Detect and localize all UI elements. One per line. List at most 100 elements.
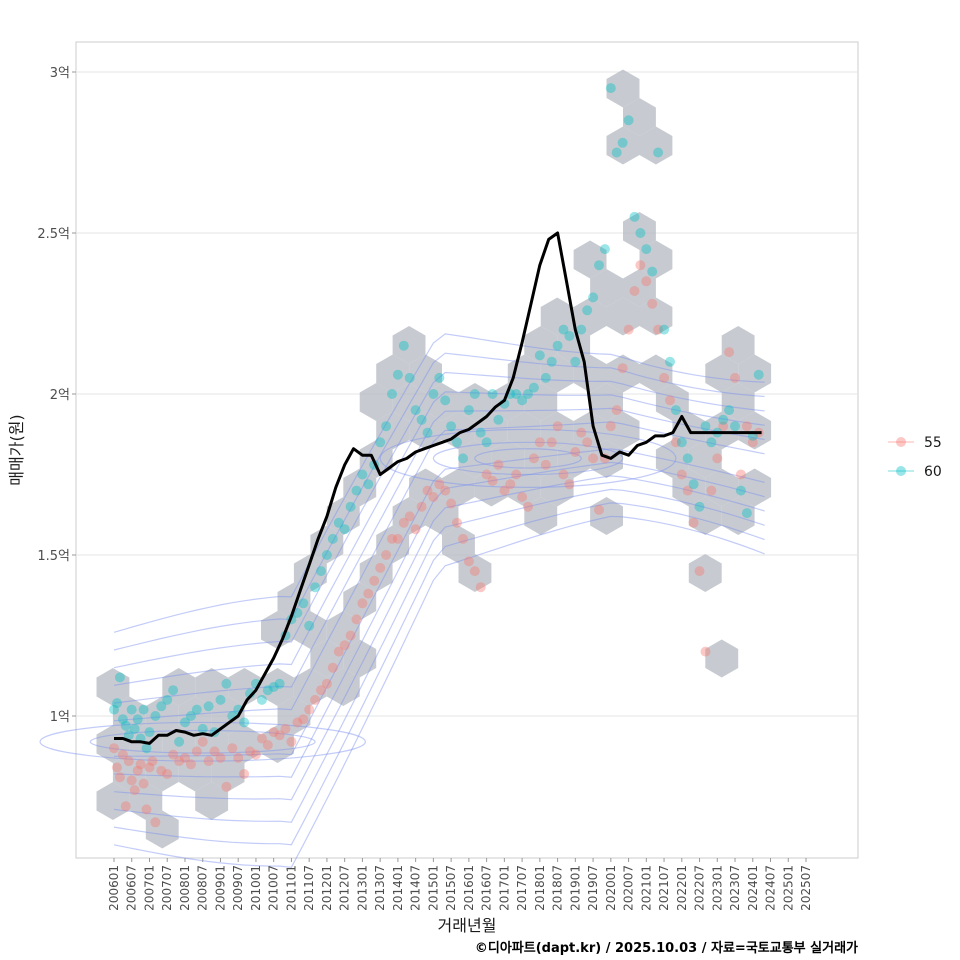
x-tick-label: 202301 [710, 865, 724, 911]
hexbin-cell [145, 753, 179, 792]
hexbin-cell [573, 354, 607, 393]
point-55 [440, 485, 451, 496]
hexbin-cell [442, 525, 475, 564]
point-55 [197, 736, 208, 747]
hexbin-cell [343, 582, 377, 621]
hexbin-cell [195, 668, 229, 706]
density-contours [39, 333, 765, 868]
x-tick-label: 201107 [302, 865, 316, 911]
density-contour [113, 515, 765, 868]
point-55 [446, 498, 457, 509]
density-contour [113, 488, 765, 823]
point-60 [659, 324, 670, 335]
x-tick-label: 200607 [125, 865, 139, 911]
hexbin-cell [96, 782, 130, 820]
point-60 [599, 244, 610, 255]
point-55 [493, 459, 504, 470]
trend-line [114, 231, 762, 745]
hexbin-cell [524, 440, 558, 478]
point-55 [339, 640, 350, 651]
hexbin-cell [178, 696, 212, 735]
point-55 [458, 533, 468, 544]
x-tick-label: 201607 [480, 865, 494, 911]
point-55 [274, 730, 285, 741]
point-55 [286, 736, 297, 747]
point-60 [552, 340, 563, 351]
point-55 [333, 646, 344, 657]
point-55 [117, 749, 128, 760]
point-60 [463, 405, 474, 416]
point-55 [665, 395, 675, 406]
point-60 [493, 414, 504, 425]
point-55 [523, 501, 533, 512]
density-contour-ellipse [474, 448, 582, 469]
point-55 [718, 421, 729, 432]
hexbin-cell [211, 696, 245, 735]
point-60 [274, 678, 285, 689]
point-55 [605, 421, 616, 432]
hexbin-cell [524, 383, 558, 421]
point-55 [724, 347, 735, 358]
hexbin-cell [590, 269, 623, 307]
point-60 [688, 479, 699, 490]
point-55 [576, 427, 587, 438]
point-60 [321, 550, 332, 560]
point-60 [694, 501, 705, 512]
hexbin-cell [96, 668, 130, 706]
hexbin-cell [359, 554, 393, 592]
point-55 [123, 756, 134, 767]
density-contour [113, 352, 765, 651]
point-55 [700, 646, 711, 657]
hexbin-cell [540, 468, 574, 507]
x-tick-label: 202107 [657, 865, 671, 911]
point-55 [452, 517, 462, 528]
hexbin-cell [524, 326, 558, 364]
point-55 [735, 469, 746, 480]
x-tick-label: 201507 [444, 865, 458, 911]
point-60 [141, 743, 152, 754]
point-55 [694, 566, 705, 577]
caption: ©디아파트(dapt.kr) / 2025.10.03 / 자료=국토교통부 실… [475, 940, 858, 956]
point-55 [676, 469, 687, 480]
legend-item-60[interactable]: 60 [888, 464, 942, 480]
point-55 [156, 765, 167, 776]
y-tick-label: 2억 [50, 388, 70, 403]
point-55 [730, 372, 740, 383]
point-55 [233, 752, 244, 763]
point-60 [517, 395, 528, 406]
point-60 [682, 453, 693, 464]
point-55 [147, 756, 158, 767]
hexbin-cell [623, 212, 656, 250]
hexbin-cell [112, 696, 146, 735]
point-60 [588, 292, 599, 303]
x-tick-label: 201701 [497, 865, 511, 911]
point-55 [316, 685, 326, 696]
point-60 [546, 356, 557, 367]
hexbin-cell [376, 354, 410, 393]
point-60 [440, 395, 451, 406]
point-60 [126, 704, 137, 715]
point-55 [712, 453, 723, 464]
point-60 [475, 427, 486, 438]
point-55 [682, 485, 693, 496]
point-55 [463, 556, 474, 567]
point-55 [659, 372, 670, 383]
hexbin-cell [211, 753, 245, 792]
x-tick-label: 202307 [728, 865, 742, 911]
legend-item-55[interactable]: 55 [888, 435, 942, 451]
point-55 [375, 562, 386, 573]
point-55 [499, 485, 510, 496]
legend-label-60: 60 [924, 464, 942, 480]
point-60 [647, 266, 658, 277]
x-tick-label: 202501 [781, 865, 795, 911]
point-55 [670, 437, 681, 448]
point-55 [321, 678, 332, 689]
point-60 [185, 711, 196, 721]
point-60 [304, 620, 315, 631]
hexbin-cell [557, 440, 591, 478]
point-60 [523, 389, 533, 399]
point-55 [528, 453, 539, 464]
density-contour [113, 461, 765, 778]
hexbin-cell [458, 440, 492, 478]
